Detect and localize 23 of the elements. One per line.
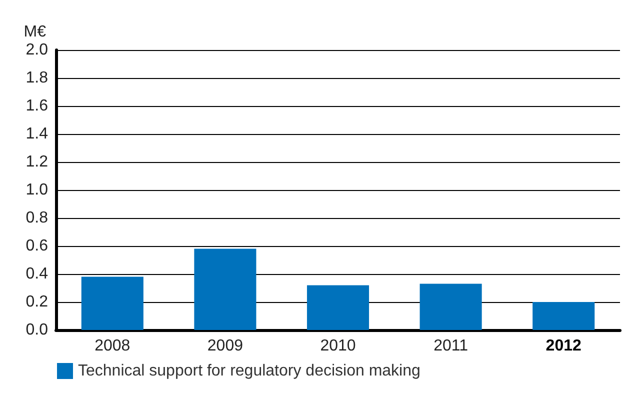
y-tick-label: 1.8 xyxy=(26,70,48,86)
bar xyxy=(306,285,370,330)
y-tick-label: 1.2 xyxy=(26,154,48,170)
legend-label: Technical support for regulatory decision making xyxy=(78,362,420,380)
y-tick-label: 1.0 xyxy=(26,182,48,198)
y-tick-label: 0.4 xyxy=(26,266,48,282)
y-tick-label: 0.0 xyxy=(26,322,48,338)
bar xyxy=(81,276,144,330)
y-tick-label: 0.8 xyxy=(26,210,48,226)
bar xyxy=(420,284,482,330)
y-axis-title: M€ xyxy=(24,24,46,40)
x-tick-label: 2009 xyxy=(207,338,244,354)
x-tick-label: 2010 xyxy=(320,338,356,354)
y-tick-label: 1.6 xyxy=(26,98,48,114)
y-tick-label: 1.4 xyxy=(26,126,48,142)
x-tick-label: 2012 xyxy=(546,338,582,354)
x-tick-label: 2008 xyxy=(94,338,130,354)
bar xyxy=(194,248,256,330)
bar xyxy=(532,302,595,330)
y-tick-label: 0.6 xyxy=(26,238,48,254)
y-tick-label: 2.0 xyxy=(26,42,48,58)
y-tick-label: 0.2 xyxy=(26,294,48,310)
x-tick-label: 2011 xyxy=(434,338,468,354)
